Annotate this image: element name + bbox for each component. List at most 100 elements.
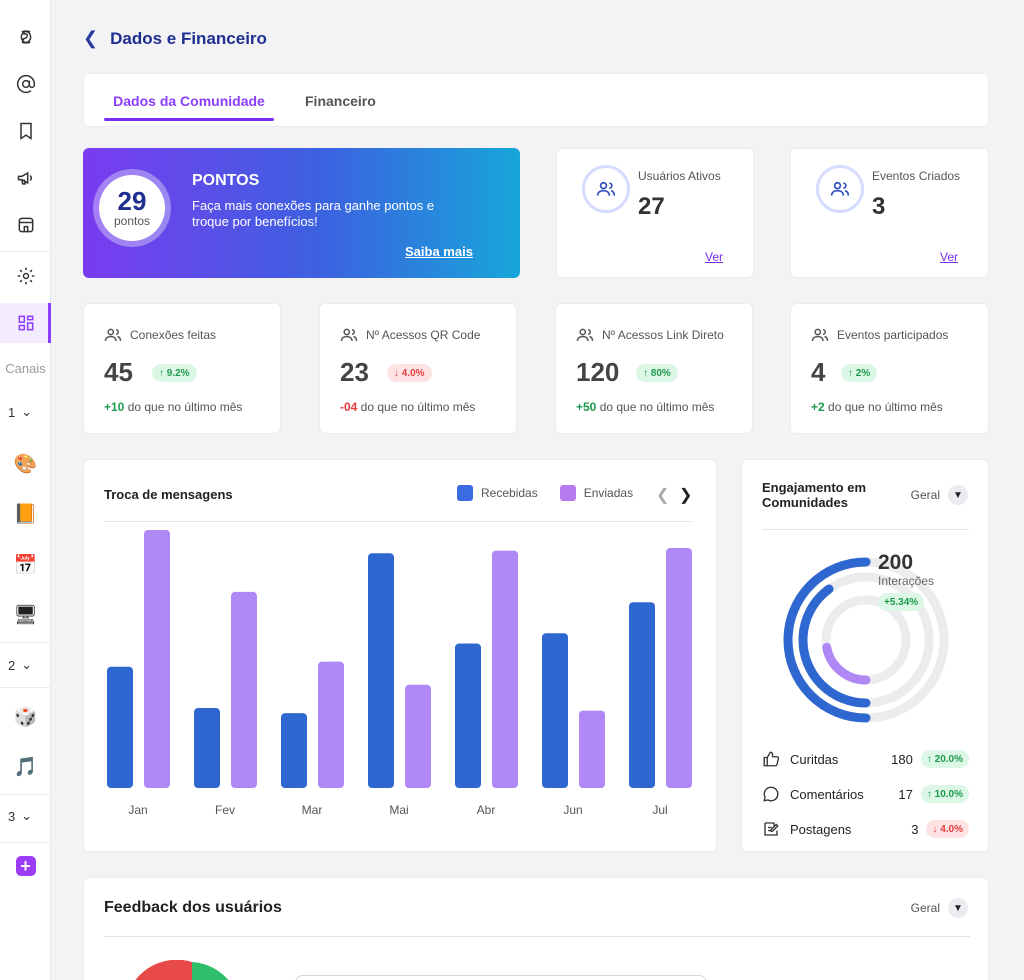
metric-header: Nº Acessos QR Code: [340, 326, 480, 344]
bar-recebidas-abr: [455, 643, 481, 788]
view-link[interactable]: Ver: [704, 250, 723, 264]
channel-book-icon[interactable]: 📙: [13, 502, 38, 525]
sidebar-divider: [0, 687, 51, 688]
sidebar-logo-icon[interactable]: [0, 17, 51, 57]
ring-arc-postagens: [821, 595, 911, 685]
metric-delta: -04: [340, 400, 358, 414]
channel-group-label: 1: [8, 404, 16, 420]
metric-card-qr-access: Nº Acessos QR Code 23 ↓ 4.0% -04 do que …: [319, 303, 517, 434]
bar-enviadas-jul: [666, 548, 692, 788]
chevron-down-icon: ⌄: [21, 404, 33, 419]
messages-chart-card: Troca de mensagens Recebidas Enviadas ❮ …: [83, 459, 717, 852]
metric-card-events-attended: Eventos participados 4 ↑ 2% +2 do que no…: [790, 303, 989, 434]
metric-label: Conexões feitas: [130, 328, 217, 342]
chevron-left-icon[interactable]: ❮: [83, 28, 99, 48]
trend-badge: ↑ 10.0%: [920, 785, 969, 803]
plus-icon: +: [15, 856, 36, 876]
engagement-divider: [762, 529, 969, 530]
metric-value: 45: [104, 357, 133, 387]
engagement-row-posts: Postagens 3 ↓ 4.0%: [762, 818, 969, 840]
engagement-filter-dropdown[interactable]: Geral ▼: [911, 485, 968, 505]
engagement-row-comments: Comentários 17 ↑ 10.0%: [762, 783, 969, 805]
stat-value: 27: [638, 193, 665, 220]
channel-group-1[interactable]: 1 ⌄: [8, 404, 32, 420]
channel-music-icon[interactable]: 🎵: [13, 755, 38, 778]
trend-badge: ↓ 4.0%: [926, 820, 969, 838]
feedback-progress-bar: [295, 975, 707, 980]
channel-art-icon[interactable]: 🎨: [13, 452, 38, 475]
feedback-divider: [104, 936, 970, 937]
metric-label: Nº Acessos Link Direto: [602, 328, 724, 342]
bar-recebidas-jan: [107, 666, 133, 788]
trend-badge: ↑ 9.2%: [152, 364, 197, 382]
metric-footnote-text: do que no último mês: [357, 400, 476, 414]
tab-community-data[interactable]: Dados da Comunidade: [104, 74, 274, 128]
metric-label: Eventos participados: [837, 328, 949, 342]
chart-title: Troca de mensagens: [104, 487, 233, 502]
filter-value: Geral: [910, 488, 940, 502]
sidebar: Canais 1 ⌄ 🎨 📙 📅 🖥 2 ⌄ 🎲 🎵 3 ⌄ +: [0, 0, 51, 980]
metric-header: Eventos participados: [811, 326, 948, 344]
x-tick-label: Jul: [652, 803, 667, 817]
channels-label: Canais: [5, 361, 46, 376]
users-icon: [104, 328, 122, 342]
channel-group-3[interactable]: 3 ⌄: [8, 808, 32, 824]
engagement-row-value: 3: [911, 821, 919, 837]
sidebar-divider: [0, 251, 51, 252]
thumbs-up-icon: [763, 751, 780, 767]
users-icon: [582, 165, 630, 213]
chevron-right-icon[interactable]: ❯: [679, 487, 693, 504]
learn-more-link[interactable]: Saiba mais: [405, 244, 473, 259]
channel-calendar-icon[interactable]: 📅: [13, 553, 38, 576]
legend-label-received: Recebidas: [481, 486, 538, 500]
chevron-left-icon[interactable]: ❮: [656, 487, 670, 504]
megaphone-icon[interactable]: [0, 158, 51, 198]
metric-label: Nº Acessos QR Code: [366, 328, 481, 342]
bar-enviadas-mar: [318, 661, 344, 788]
engagement-row-value: 17: [898, 786, 913, 802]
view-link[interactable]: Ver: [939, 250, 958, 264]
chevron-down-icon: ⌄: [21, 808, 33, 823]
metric-footnote-text: do que no último mês: [124, 400, 243, 414]
trend-badge: ↓ 4.0%: [387, 364, 432, 382]
add-channel-button[interactable]: +: [0, 846, 51, 886]
metric-card-connections: Conexões feitas 45 ↑ 9.2% +10 do que no …: [83, 303, 281, 434]
channel-group-2[interactable]: 2 ⌄: [8, 657, 32, 673]
store-icon[interactable]: [0, 205, 51, 245]
channel-group-label: 3: [8, 808, 16, 824]
trend-badge: ↑ 20.0%: [920, 750, 969, 768]
channel-dice-icon[interactable]: 🎲: [13, 705, 38, 728]
at-sign-icon[interactable]: [0, 64, 51, 104]
tab-financial[interactable]: Financeiro: [305, 93, 376, 109]
chart-divider: [104, 521, 692, 522]
bookmark-icon[interactable]: [0, 111, 51, 151]
chart-legend: Recebidas Enviadas: [457, 485, 633, 501]
engagement-total-badge: +5.34%: [878, 593, 925, 611]
bar-enviadas-jan: [144, 530, 170, 788]
metric-value: 23: [340, 357, 369, 387]
legend-label-sent: Enviadas: [583, 486, 634, 500]
trend-badge: ↑ 80%: [636, 364, 678, 382]
bar-chart: Jan Fev Mar Mai Abr Jun Jul: [107, 530, 692, 817]
x-tick-label: Jan: [128, 803, 147, 817]
metric-footnote: -04 do que no último mês: [340, 400, 475, 414]
metric-footnote: +50 do que no último mês: [576, 400, 714, 414]
x-tick-label: Mai: [389, 803, 408, 817]
bar-enviadas-jun: [579, 710, 605, 788]
post-icon: [764, 822, 779, 836]
trend-badge: ↑ 2%: [841, 364, 878, 382]
bar-recebidas-mai: [368, 553, 394, 788]
page-header: ❮ Dados e Financeiro: [83, 28, 267, 49]
bar-recebidas-fev: [194, 708, 220, 788]
feedback-filter-dropdown[interactable]: Geral ▼: [911, 898, 968, 918]
dashboard-icon[interactable]: [0, 303, 51, 343]
stat-value: 3: [872, 193, 886, 220]
channel-computer-icon[interactable]: 🖥: [13, 603, 38, 626]
settings-icon[interactable]: [0, 256, 51, 296]
sidebar-divider: [0, 794, 51, 795]
feedback-card: Feedback dos usuários Geral ▼: [83, 877, 989, 980]
channel-group-label: 2: [8, 657, 16, 673]
x-tick-label: Jun: [563, 803, 582, 817]
chevron-down-icon: ▼: [948, 898, 968, 918]
stat-label: Eventos Criados: [872, 169, 961, 183]
